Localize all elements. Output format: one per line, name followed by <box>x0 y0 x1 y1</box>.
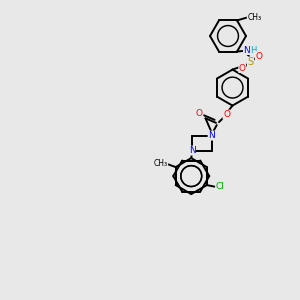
Text: CH₃: CH₃ <box>247 13 261 22</box>
Text: O: O <box>195 109 202 118</box>
Text: O: O <box>255 52 262 61</box>
Text: N: N <box>208 131 215 140</box>
Text: H: H <box>250 46 257 55</box>
Text: S: S <box>248 57 254 67</box>
Text: O: O <box>223 110 230 119</box>
Text: N: N <box>189 146 195 155</box>
Text: Cl: Cl <box>216 182 225 191</box>
Text: CH₃: CH₃ <box>154 159 168 168</box>
Text: N: N <box>243 46 250 55</box>
Text: O: O <box>239 64 246 73</box>
